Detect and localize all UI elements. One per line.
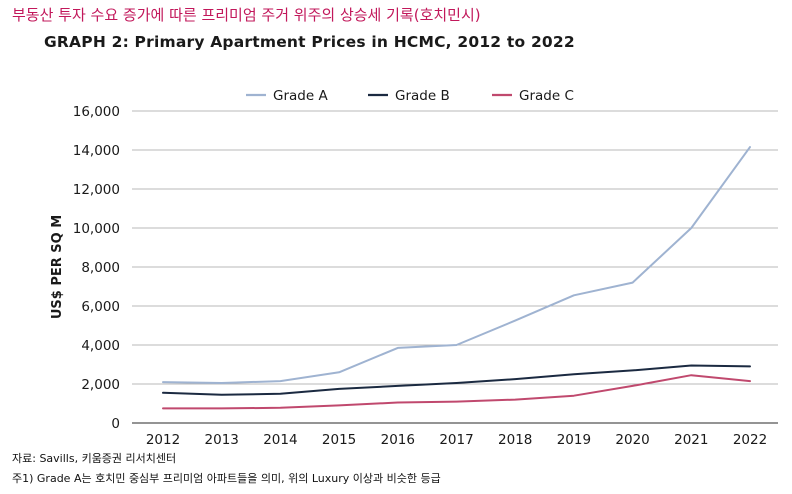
y-tick-label: 8,000 [81, 260, 120, 276]
y-tick-label: 2,000 [81, 377, 120, 393]
footnote: 주1) Grade A는 호치민 중심부 프리미엄 아파트들을 의미, 위의 L… [12, 472, 441, 485]
x-tick-label: 2017 [439, 432, 473, 448]
y-tick-label: 6,000 [81, 299, 120, 315]
korean-title: 부동산 투자 수요 증가에 따른 프리미엄 주거 위주의 상승세 기록(호치민시… [12, 6, 481, 24]
y-axis-label: US$ PER SQ M [50, 215, 65, 319]
x-tick-label: 2018 [498, 432, 532, 448]
x-tick-label: 2021 [674, 432, 708, 448]
x-tick-label: 2020 [615, 432, 649, 448]
legend-label-grade-c: Grade C [519, 88, 574, 104]
x-tick-label: 2015 [322, 432, 356, 448]
series-line-grade-c [162, 374, 751, 410]
y-tick-label: 14,000 [73, 143, 120, 159]
x-tick-label: 2016 [381, 432, 415, 448]
x-tick-label: 2014 [263, 432, 297, 448]
series-line-grade-a [162, 146, 751, 384]
y-tick-label: 12,000 [73, 182, 120, 198]
x-tick-label: 2019 [557, 432, 591, 448]
series-line-grade-b [162, 364, 751, 396]
y-tick-label: 10,000 [73, 221, 120, 237]
y-tick-label: 4,000 [81, 338, 120, 354]
graph-title: GRAPH 2: Primary Apartment Prices in HCM… [44, 33, 575, 51]
legend-label-grade-b: Grade B [395, 88, 450, 104]
y-tick-label: 16,000 [73, 104, 120, 120]
x-tick-label: 2012 [146, 432, 180, 448]
x-tick-label: 2022 [733, 432, 767, 448]
x-tick-label: 2013 [205, 432, 239, 448]
y-tick-label: 0 [111, 416, 120, 432]
source-note: 자료: Savills, 키움증권 리서치센터 [12, 452, 177, 465]
legend-label-grade-a: Grade A [273, 88, 328, 104]
